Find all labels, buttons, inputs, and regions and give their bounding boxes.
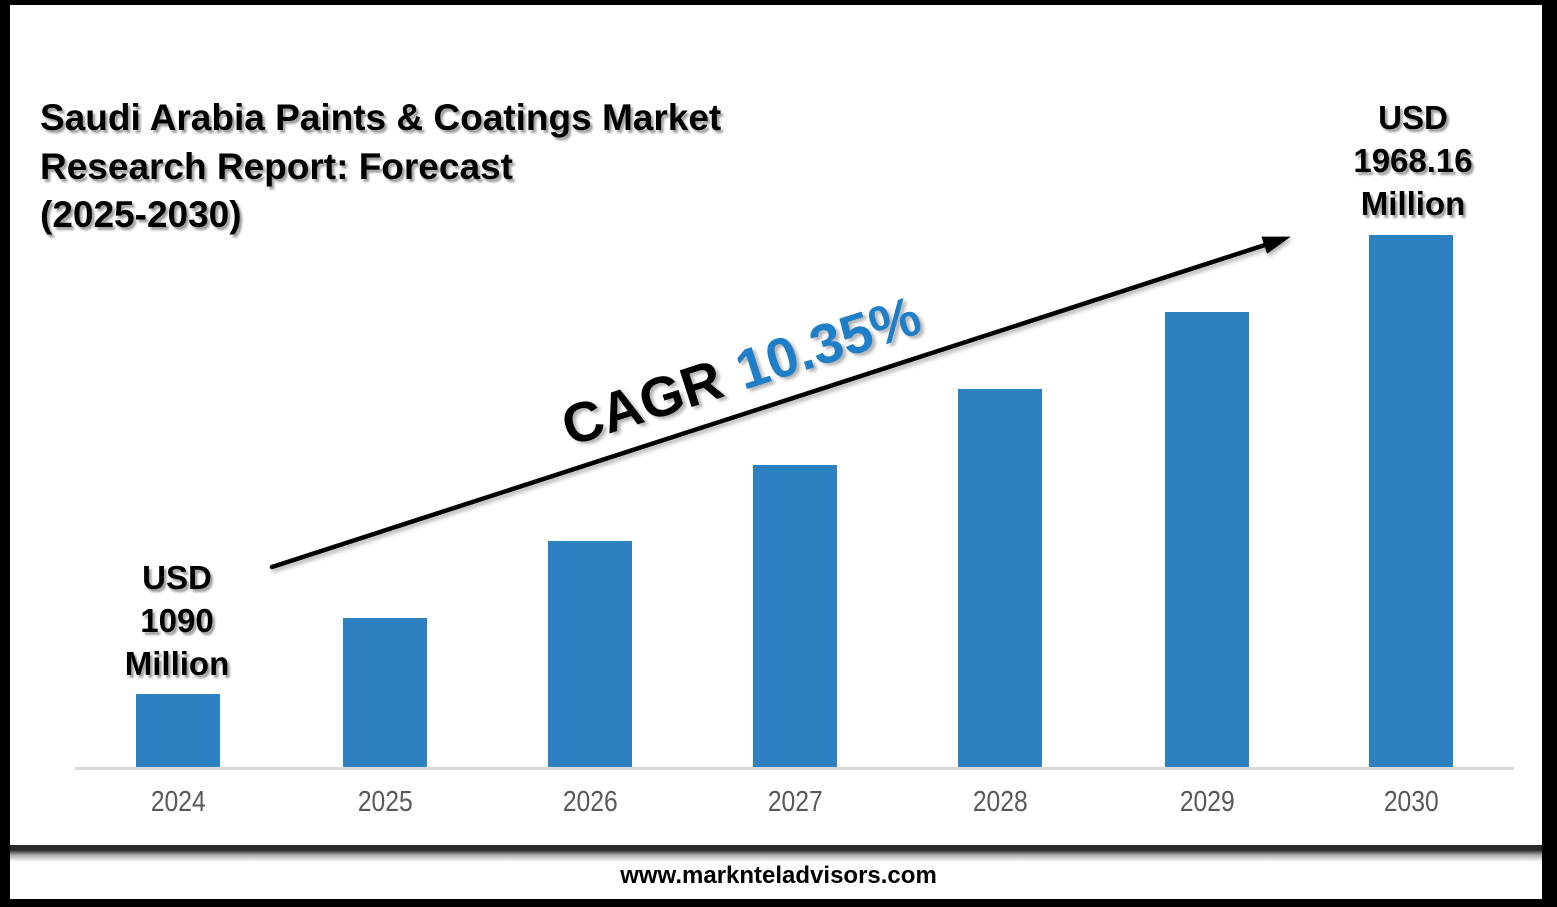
frame-border-right xyxy=(1542,0,1557,907)
value-label-2024-line-2: 1090 xyxy=(140,602,214,639)
bar-2024 xyxy=(136,694,220,769)
footer-url: www.marknteladvisors.com xyxy=(620,862,937,889)
trend-arrow-line xyxy=(269,236,1291,570)
bar-2025 xyxy=(343,618,427,769)
value-label-2024-line-3: Million xyxy=(124,645,230,682)
x-tick-2024: 2024 xyxy=(150,786,206,818)
bar-2028 xyxy=(958,389,1042,769)
value-label-2030-line-2: 1968.16 xyxy=(1353,142,1473,179)
footer-separator xyxy=(10,845,1542,862)
bar-2029 xyxy=(1165,312,1249,769)
frame-border-top xyxy=(0,0,1557,5)
value-label-2024: USD 1090 Million xyxy=(97,556,257,685)
value-label-2030-line-3: Million xyxy=(1360,185,1466,222)
bar-2030 xyxy=(1369,235,1453,769)
frame-border-left xyxy=(0,0,10,907)
value-label-2030: USD 1968.16 Million xyxy=(1328,96,1498,225)
chart-title-line-2: Research Report: Forecast xyxy=(40,145,513,187)
x-tick-2029: 2029 xyxy=(1179,786,1235,818)
chart-title-line-1: Saudi Arabia Paints & Coatings Market xyxy=(40,97,722,138)
value-label-2024-line-1: USD xyxy=(142,559,212,596)
chart-title-line-3: (2025-2030) xyxy=(40,194,242,235)
x-tick-2025: 2025 xyxy=(357,786,413,818)
value-label-2030-line-1: USD xyxy=(1378,99,1448,136)
x-tick-2028: 2028 xyxy=(972,786,1028,818)
x-tick-2027: 2027 xyxy=(767,786,823,818)
x-tick-2030: 2030 xyxy=(1383,786,1439,818)
bar-2027 xyxy=(753,465,837,769)
chart-title: Saudi Arabia Paints & Coatings Market Re… xyxy=(40,94,721,240)
x-tick-2026: 2026 xyxy=(562,786,618,818)
frame-border-bottom xyxy=(0,899,1557,907)
bar-2026 xyxy=(548,541,632,769)
x-axis-line xyxy=(75,767,1514,770)
